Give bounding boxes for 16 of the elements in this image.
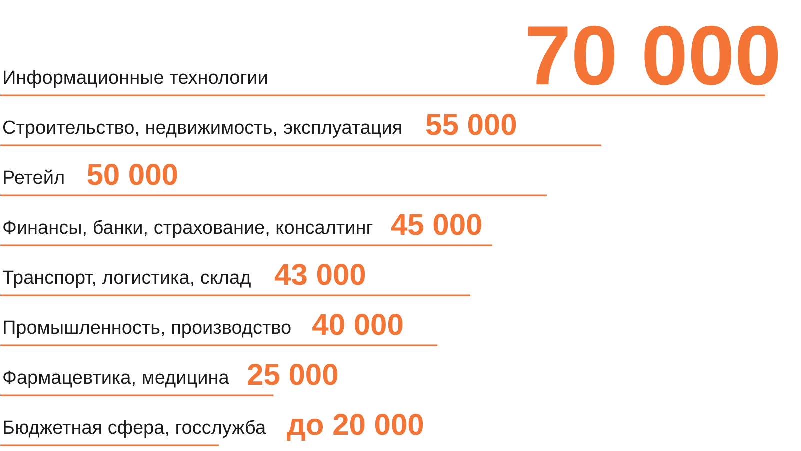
y-tick-label: Информационные технологии xyxy=(2,68,268,89)
data-label: 50 000 xyxy=(86,159,178,192)
y-tick-label: Ретейл xyxy=(2,168,66,189)
y-tick-label: Промышленность, производство xyxy=(2,318,292,339)
data-label: 40 000 xyxy=(312,309,404,342)
data-label: 55 000 xyxy=(426,109,518,142)
data-label: 25 000 xyxy=(247,359,339,392)
data-label: до 20 000 xyxy=(286,409,424,442)
y-tick-label: Финансы, банки, страхование, консалтинг xyxy=(2,218,374,239)
data-label: 45 000 xyxy=(390,209,483,242)
y-tick-label: Строительство, недвижимость, эксплуатация xyxy=(2,118,403,139)
data-label: 43 000 xyxy=(274,259,366,292)
data-label: 70 000 xyxy=(524,8,782,102)
y-tick-label: Фармацевтика, медицина xyxy=(2,368,230,389)
y-tick-label: Бюджетная сфера, госслужба xyxy=(2,418,266,439)
y-tick-label: Транспорт, логистика, склад xyxy=(2,268,252,289)
